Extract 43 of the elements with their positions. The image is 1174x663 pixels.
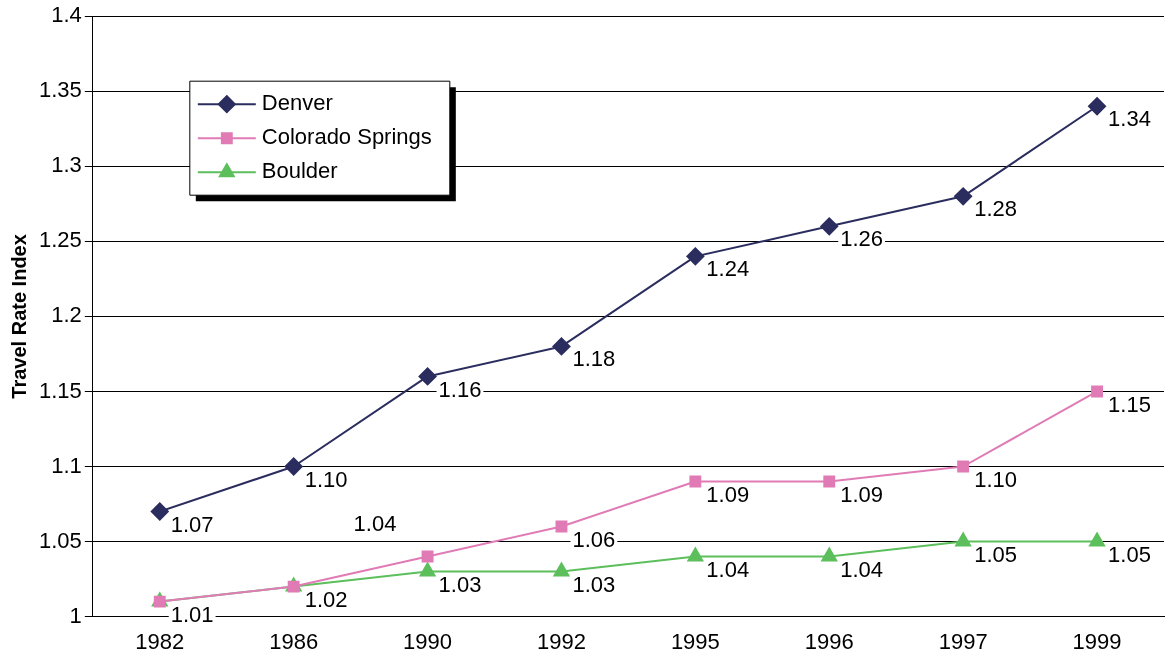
data-label: 1.09 <box>840 481 884 507</box>
data-label: 1.06 <box>572 526 616 552</box>
data-label: 1.15 <box>1108 391 1151 417</box>
y-tick-label: 1.25 <box>38 227 82 253</box>
x-tick-label: 1986 <box>269 628 319 654</box>
y-axis-title: Travel Rate Index <box>7 234 30 399</box>
data-label: 1.24 <box>706 256 750 282</box>
data-label: 1.10 <box>974 466 1017 492</box>
legend-label: Denver <box>261 90 333 116</box>
data-label: 1.09 <box>706 481 750 507</box>
x-tick-label: 1996 <box>804 628 854 654</box>
x-tick-label: 1995 <box>670 628 720 654</box>
y-tick-label: 1.2 <box>51 302 82 328</box>
data-label: 1.10 <box>304 466 348 492</box>
data-label: 1.03 <box>572 571 616 597</box>
y-tick-label: 1.3 <box>51 152 82 178</box>
y-tick-label: 1.05 <box>38 527 82 553</box>
x-tick-label: 1997 <box>938 628 988 654</box>
x-tick-label: 1982 <box>135 628 185 654</box>
x-tick-label: 1990 <box>403 628 453 654</box>
y-tick-label: 1.35 <box>38 77 82 103</box>
data-label: 1.05 <box>974 541 1017 567</box>
y-tick-label: 1.1 <box>51 452 82 478</box>
x-tick-label: 1999 <box>1072 628 1122 654</box>
data-label: 1.01 <box>170 601 214 627</box>
legend-label: Colorado Springs <box>261 124 432 150</box>
data-label: 1.18 <box>572 346 616 372</box>
data-label: 1.07 <box>170 511 214 537</box>
data-label: 1.04 <box>706 556 750 582</box>
data-label: 1.16 <box>438 376 482 402</box>
y-tick-label: 1.15 <box>38 377 82 403</box>
data-label: 1.03 <box>438 571 482 597</box>
legend-label: Boulder <box>261 158 338 184</box>
y-tick-label: 1.4 <box>51 2 82 28</box>
data-label: 1.04 <box>353 510 397 536</box>
y-tick-label: 1 <box>69 602 82 628</box>
x-tick-label: 1992 <box>536 628 586 654</box>
data-label: 1.26 <box>840 226 884 252</box>
data-label: 1.34 <box>1108 106 1151 132</box>
data-label: 1.28 <box>974 196 1017 222</box>
data-label: 1.05 <box>1108 541 1151 567</box>
data-label: 1.04 <box>840 556 884 582</box>
data-label: 1.02 <box>304 586 348 612</box>
